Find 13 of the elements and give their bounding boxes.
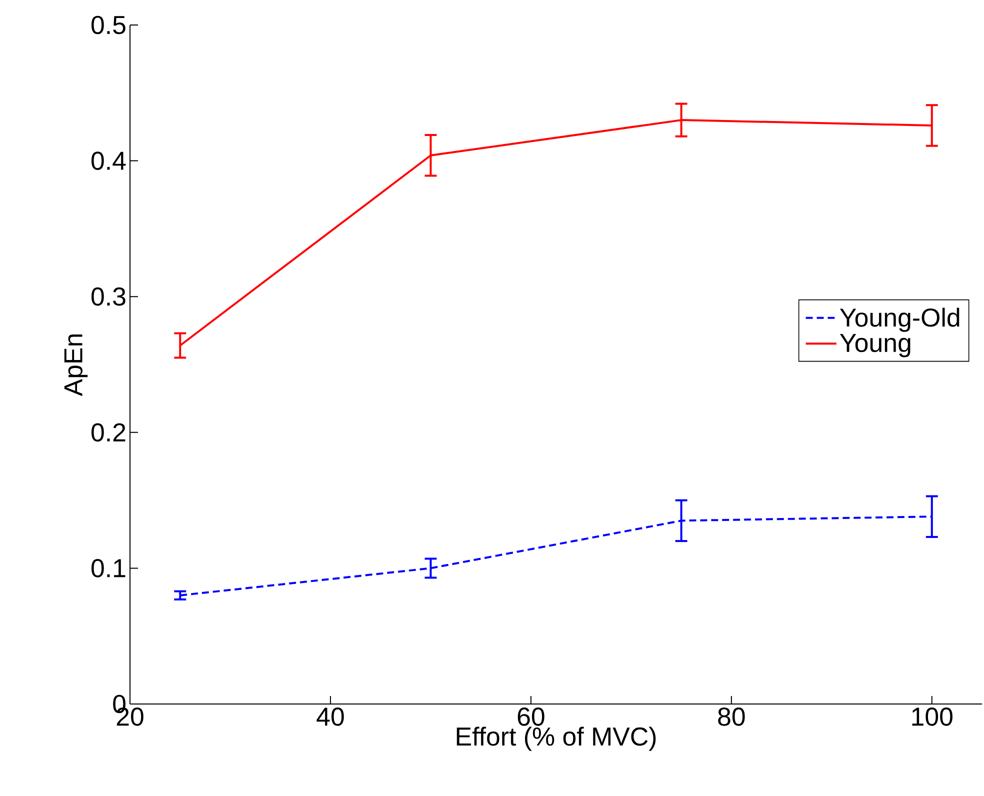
y-tick-label: 0.4 (91, 152, 126, 170)
y-axis-title: ApEn (64, 334, 88, 396)
x-tick-label: 60 (518, 708, 544, 726)
legend-label: Young-Old (840, 308, 960, 332)
x-axis-title: Effort (% of MVC) (456, 726, 656, 751)
y-tick-label: 0.3 (91, 287, 126, 306)
legend-label: Young (840, 334, 910, 358)
x-tick-label: 80 (718, 708, 745, 726)
y-tick-label: 0.5 (91, 16, 126, 34)
x-tick-label: 40 (316, 708, 344, 726)
y-tick-label: 0.2 (91, 423, 126, 442)
x-tick-label: 100 (912, 708, 952, 726)
y-tick-label: 0.1 (91, 559, 126, 578)
